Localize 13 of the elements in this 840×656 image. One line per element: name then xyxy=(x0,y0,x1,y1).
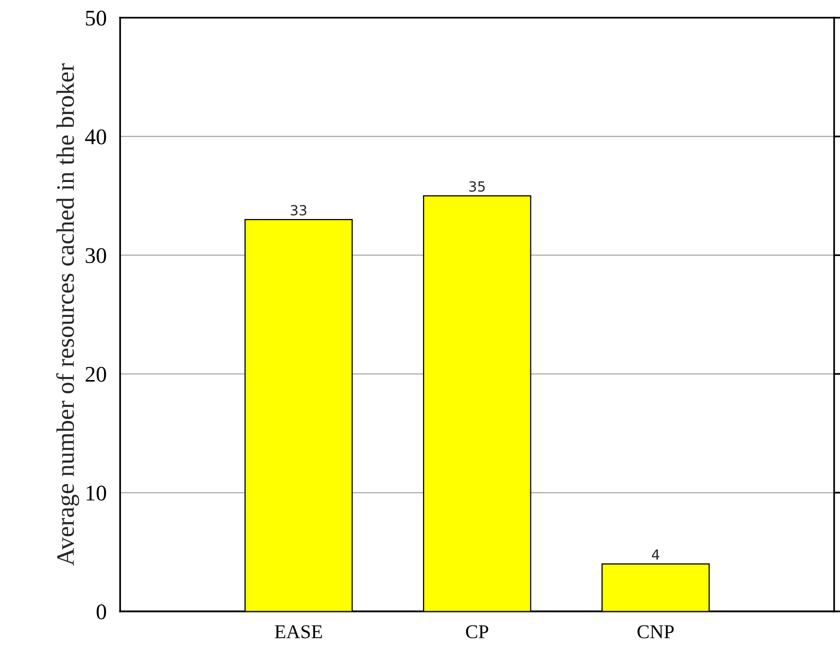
data-label: 35 xyxy=(469,181,485,192)
x-tick-label: CP xyxy=(466,625,488,638)
y-tick-label: 30 xyxy=(86,248,106,264)
y-tick-label: 20 xyxy=(86,366,106,382)
x-tick-label: EASE xyxy=(274,625,322,638)
data-label: 33 xyxy=(290,204,306,216)
y-tick-label: 50 xyxy=(86,10,106,26)
y-axis-title: Average number of resources cached in the broker xyxy=(56,63,80,566)
data-label: 4 xyxy=(652,549,660,560)
y-tick-label: 10 xyxy=(86,486,106,501)
y-tick-label: 0 xyxy=(96,604,106,620)
y-tick-label: 40 xyxy=(85,129,106,144)
x-tick-label: CNP xyxy=(638,625,674,638)
